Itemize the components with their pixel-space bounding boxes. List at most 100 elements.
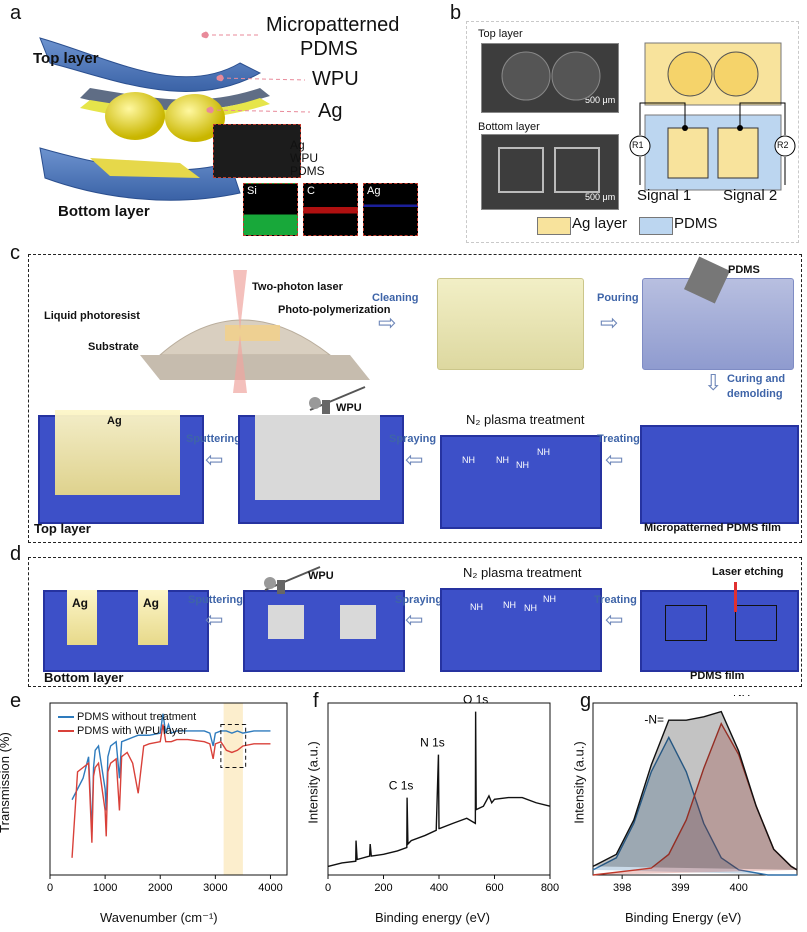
wpu-pad-1 (268, 605, 304, 639)
series-line-0 (327, 711, 551, 868)
x-tick-label: 800 (541, 882, 559, 894)
nh-label-d-2: NH (503, 600, 516, 610)
peak-label-n: -N= (644, 713, 664, 727)
plasma-block-d (440, 588, 602, 672)
panel-a-micro-pdms-label-2: PDMS (300, 38, 358, 60)
scale-bar-2: 500 μm (585, 192, 616, 202)
panel-b-circuit-schematic (629, 42, 796, 191)
series-line-0 (71, 713, 271, 833)
panel-letter-b: b (450, 2, 462, 24)
panel-b-frame (466, 21, 799, 243)
panel-d-frame (28, 557, 802, 687)
panel-letter-e: e (10, 690, 22, 712)
arrow-pouring: ⇨ (600, 310, 619, 335)
two-photon-setup (140, 270, 370, 393)
highlight-band (223, 703, 243, 875)
wpu-coat (255, 415, 380, 500)
plot-frame (592, 702, 798, 876)
panel-letter-a: a (10, 2, 22, 24)
panel-a-micro-pdms-label-1: Micropatterned (266, 14, 400, 36)
ag-pad-2-label: Ag (143, 596, 159, 610)
substrate-label: Substrate (88, 341, 139, 353)
laser-beam (734, 582, 737, 612)
peak-label-1: N 1s (420, 736, 445, 750)
panel-a-cross-section-inset (213, 124, 301, 178)
eds-map-c (303, 183, 358, 236)
panel-letter-f: f (313, 690, 319, 712)
chart-e-xlabel: Wavenumber (cm⁻¹) (100, 910, 218, 925)
peak-label-0: C 1s (389, 779, 414, 793)
sem-bottom-layer-label: Bottom layer (478, 121, 540, 133)
arrow-spraying-d: ⇦ (405, 607, 424, 632)
peak-label-2: O 1s (463, 695, 488, 707)
wpu-spray-label-d: WPU (308, 570, 334, 582)
signal-1-label: Signal 1 (637, 187, 692, 204)
inset-ag-label: Ag (290, 138, 305, 152)
photo-polymerization-label: Photo-polymerization (278, 304, 391, 316)
x-tick-label: 2000 (148, 882, 172, 894)
wpu-spray-label: WPU (336, 402, 362, 414)
pdms-film-block (640, 590, 799, 672)
panel-a-top-layer-label: Top layer (33, 50, 99, 67)
chart-g-ylabel: Intensity (a.u.) (571, 741, 587, 824)
laser-etching-label: Laser etching (712, 566, 784, 578)
step-treating-d: Treating (594, 594, 637, 606)
panel-a-bottom-layer-label: Bottom layer (58, 203, 150, 220)
panel-a-illustration (39, 37, 270, 201)
signal-2-label: Signal 2 (723, 187, 778, 204)
chart-f-xlabel: Binding energy (eV) (375, 910, 490, 925)
step-curing-1: Curing and (727, 373, 786, 385)
panel-a-wpu-label: WPU (312, 68, 359, 90)
plot-frame (49, 702, 288, 876)
arrow-spraying: ⇦ (405, 447, 424, 472)
ag-pad-1 (67, 590, 97, 645)
eds-ag-label: Ag (367, 185, 381, 197)
pdms-film-caption: PDMS film (690, 670, 745, 682)
ag-pad-2 (138, 590, 168, 645)
sem-top-layer-label: Top layer (478, 28, 523, 40)
resistor-r1: R1 (632, 140, 644, 150)
x-tick-label: 4000 (258, 882, 282, 894)
two-photon-laser-label: Two-photon laser (252, 281, 343, 293)
liquid-photoresist-label: Liquid photoresist (44, 310, 140, 322)
pdms-pour-label: PDMS (728, 264, 760, 276)
chart-e-ftir: 0 1000 2000 3000 4000 (47, 702, 288, 894)
arrow-treating-c: ⇦ (605, 447, 624, 472)
sem-circles (498, 51, 601, 193)
chart-e-ylabel: Transmission (%) (0, 732, 12, 833)
peak-label-nh: -NH- (729, 695, 754, 699)
eds-c-label: C (307, 185, 315, 197)
step-sputtering: Sputtering (186, 433, 241, 445)
arrow-cleaning: ⇨ (378, 310, 397, 335)
n2-plasma-label-c: N₂ plasma treatment (466, 412, 585, 427)
step-sputtering-d: Sputtering (188, 594, 243, 606)
n2-plasma-label-d: N₂ plasma treatment (463, 565, 582, 580)
etched-square-2 (735, 605, 777, 641)
panel-letter-c: c (10, 242, 20, 264)
series-line-2 (592, 710, 798, 871)
eds-map-ag (363, 183, 418, 236)
arrow-treating-d: ⇦ (605, 607, 624, 632)
chart-e-legend-1: PDMS without treatment (77, 711, 197, 723)
eds-si-label: Si (247, 185, 257, 197)
inset-pdms-label: PDMS (290, 164, 325, 178)
step-curing-2: demolding (727, 388, 783, 400)
x-tick-label: 0 (47, 882, 53, 894)
eds-map-si (243, 183, 298, 236)
nh-label-c-4: NH (537, 447, 550, 457)
legend-swatch-pdms (639, 217, 673, 235)
arrow-sputtering: ⇦ (205, 447, 224, 472)
top-layer-ag-label: Ag (107, 415, 122, 427)
arrow-curing: ⇩ (704, 370, 723, 395)
step-pouring: Pouring (597, 292, 639, 304)
resistor-r2: R2 (777, 140, 789, 150)
etched-square-1 (665, 605, 707, 641)
legend-ag-label: Ag layer (572, 215, 628, 232)
chart-e-legend-2: PDMS with WPU layer (77, 725, 188, 737)
panel-c-frame (28, 254, 802, 543)
micro-pdms-film-caption: Micropatterned PDMS film (644, 522, 781, 534)
x-tick-label: 1000 (93, 882, 117, 894)
sem-bottom-layer (481, 134, 619, 210)
mold-block (437, 278, 584, 370)
x-tick-label: 200 (374, 882, 392, 894)
